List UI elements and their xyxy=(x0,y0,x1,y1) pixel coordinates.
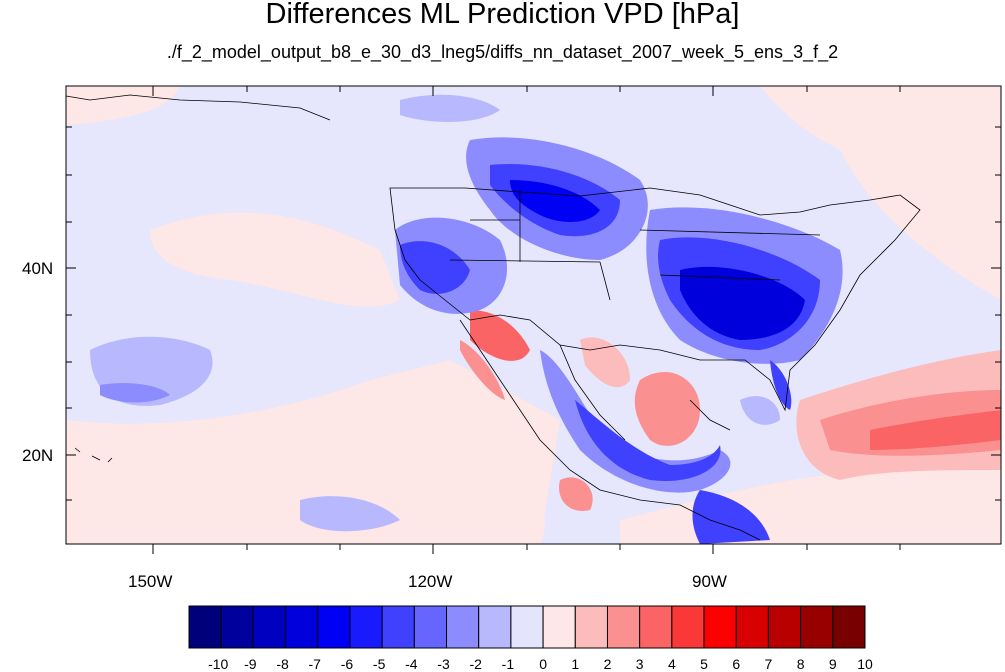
colorbar-label: 4 xyxy=(667,656,676,672)
colorbar-box xyxy=(606,605,641,649)
map-title: Differences ML Prediction VPD [hPa] xyxy=(265,0,740,30)
colorbar xyxy=(188,605,866,649)
colorbar-label: -2 xyxy=(469,656,482,672)
colorbar-box xyxy=(220,605,254,649)
latitude-ticks xyxy=(66,126,1001,501)
colorbar-label: 2 xyxy=(603,656,612,672)
coastlines xyxy=(66,94,921,541)
colorbar-box xyxy=(317,605,351,649)
colorbar-label: 8 xyxy=(796,656,805,672)
y-tick-label-20n: 20N xyxy=(22,446,54,465)
colorbar-box xyxy=(735,605,769,649)
colorbar-box xyxy=(767,605,802,649)
colorbar-box xyxy=(188,605,222,649)
colorbar-box xyxy=(252,605,287,649)
colorbar-box xyxy=(832,605,866,649)
colorbar-label: 6 xyxy=(732,656,741,672)
colorbar-box xyxy=(703,605,737,649)
colorbar-box xyxy=(671,605,705,649)
colorbar-label: 7 xyxy=(764,656,773,672)
colorbar-label: -1 xyxy=(501,656,515,672)
colorbar-box xyxy=(349,605,383,649)
colorbar-box xyxy=(478,605,512,649)
x-tick-label-90w: 90W xyxy=(692,572,727,591)
colorbar-label: 5 xyxy=(700,656,708,672)
colorbar-label: -7 xyxy=(308,656,321,672)
colorbar-label: -5 xyxy=(372,656,386,672)
colorbar-box xyxy=(446,605,480,649)
x-tick-label-120w: 120W xyxy=(408,572,453,591)
colorbar-box xyxy=(800,605,834,649)
colorbar-label: 1 xyxy=(571,656,580,672)
colorbar-box xyxy=(413,605,448,649)
colorbar-box xyxy=(285,605,319,649)
colorbar-box xyxy=(542,605,576,649)
vpd-difference-field xyxy=(66,86,1001,544)
colorbar-label: -6 xyxy=(340,656,354,672)
longitude-ticks xyxy=(152,86,901,554)
colorbar-label: 10 xyxy=(857,656,873,672)
colorbar-label: -10 xyxy=(208,656,229,672)
colorbar-box xyxy=(574,605,608,649)
y-tick-label-40n: 40N xyxy=(22,259,54,278)
colorbar-label: -8 xyxy=(276,656,289,672)
colorbar-label: 9 xyxy=(828,656,837,672)
colorbar-box xyxy=(510,605,544,649)
colorbar-label: -3 xyxy=(437,656,450,672)
colorbar-box xyxy=(381,605,415,649)
map-subtitle: ./f_2_model_output_b8_e_30_d3_lneg5/diff… xyxy=(166,42,839,62)
colorbar-label: -4 xyxy=(405,656,418,672)
colorbar-label: -9 xyxy=(244,656,257,672)
x-tick-label-150w: 150W xyxy=(128,572,173,591)
colorbar-box xyxy=(639,605,673,649)
colorbar-label: 3 xyxy=(635,656,644,672)
colorbar-label: 0 xyxy=(539,656,547,672)
